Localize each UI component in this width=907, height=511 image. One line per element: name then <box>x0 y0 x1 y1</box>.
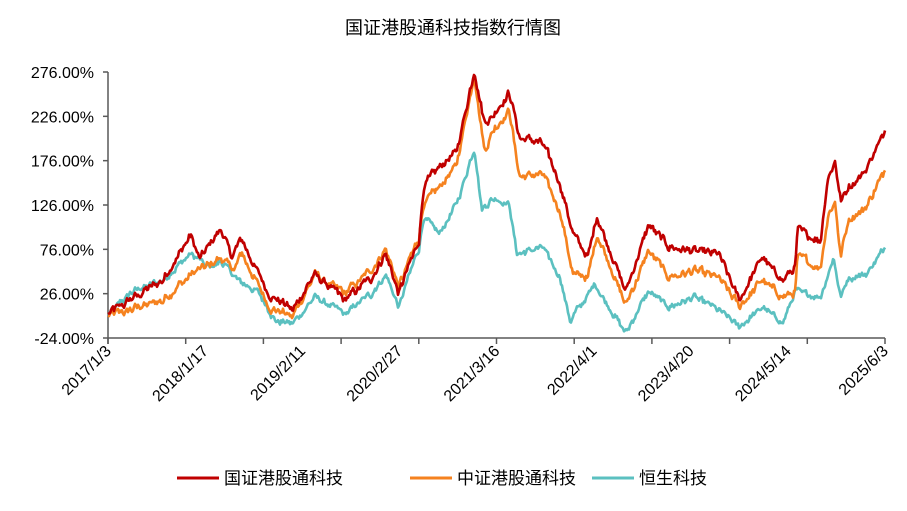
legend-label-0: 国证港股通科技 <box>224 469 343 488</box>
plot-area <box>107 73 887 333</box>
y-tick-label: 276.00% <box>31 65 94 82</box>
x-tick-label: 2023/4/20 <box>635 343 697 405</box>
series-line-0 <box>107 73 887 316</box>
x-tick-label: 2018/1/17 <box>150 343 212 405</box>
x-tick-label: 2019/2/11 <box>248 343 310 405</box>
chart-title: 国证港股通科技指数行情图 <box>345 18 561 38</box>
y-tick-label: 226.00% <box>31 109 94 126</box>
y-tick-label: -24.00% <box>34 331 94 348</box>
legend-label-1: 中证港股通科技 <box>457 469 576 488</box>
y-tick-label: 176.00% <box>31 154 94 171</box>
x-tick-label: 2024/5/14 <box>732 343 794 405</box>
y-tick-label: 76.00% <box>40 242 94 259</box>
legend: 国证港股通科技 中证港股通科技 恒生科技 <box>177 469 707 488</box>
legend-label-2: 恒生科技 <box>639 469 707 488</box>
x-axis: 2017/1/3 2018/1/17 2019/2/11 2020/2/27 2021/… <box>59 337 892 405</box>
x-tick-label: 2017/1/3 <box>59 343 115 399</box>
y-tick-label: 126.00% <box>31 198 94 215</box>
series-line-1 <box>107 79 887 320</box>
series-line-2 <box>107 151 887 333</box>
y-tick-label: 26.00% <box>40 287 94 304</box>
x-tick-label: 2022/4/1 <box>544 343 600 399</box>
y-axis: 276.00% 226.00% 176.00% 126.00% 76.00% 26.00%… <box>31 65 109 348</box>
x-tick-label: 2025/6/3 <box>836 343 892 399</box>
x-tick-label: 2020/2/27 <box>344 343 406 405</box>
x-tick-label: 2021/3/16 <box>441 343 503 405</box>
